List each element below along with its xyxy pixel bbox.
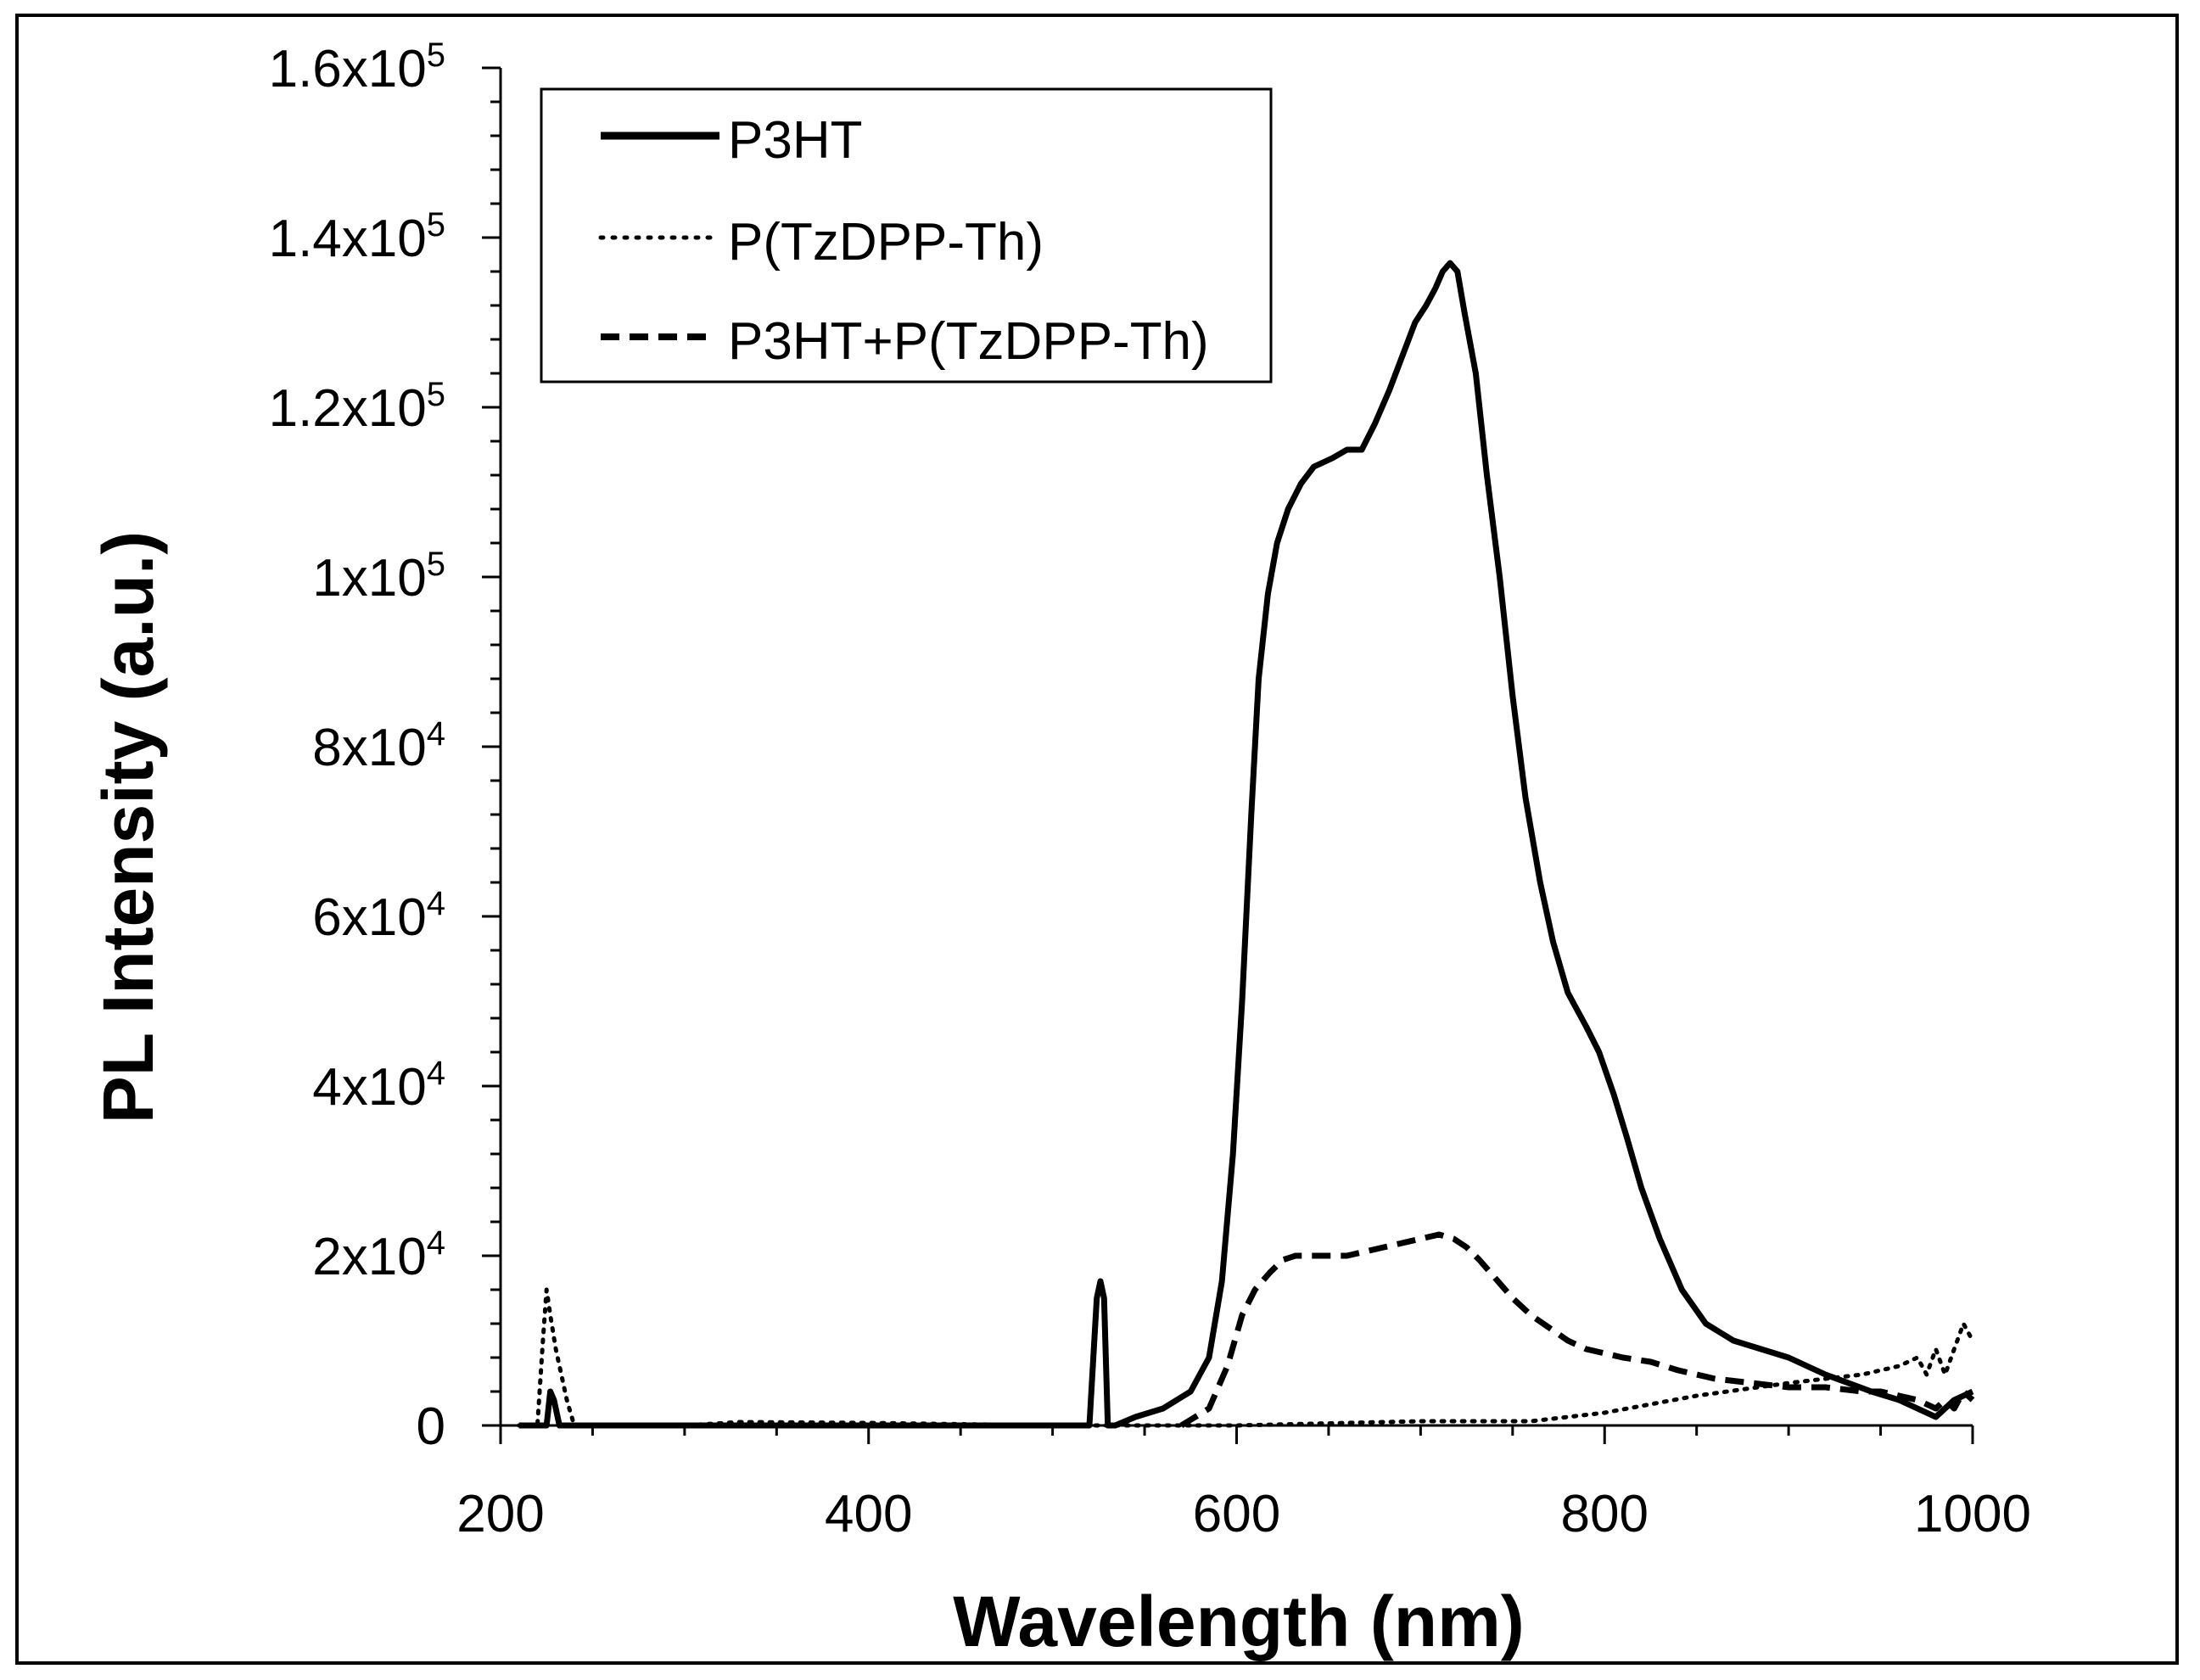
legend-label: P(TzDPP-Th) [728, 213, 1044, 272]
legend: P3HT P(TzDPP-Th) P3HT+P(TzDPP-Th) [540, 87, 1273, 384]
legend-label: P3HT [728, 111, 862, 170]
legend-label: P3HT+P(TzDPP-Th) [728, 312, 1209, 371]
series-line-dashed [1179, 1231, 1975, 1428]
figure-frame [15, 14, 2179, 1665]
y-tick-label: 0 [417, 1397, 445, 1456]
y-tick-label: 6x104 [312, 885, 445, 947]
x-tick-label: 600 [1193, 1485, 1280, 1543]
y-tick-label: 4x104 [312, 1055, 445, 1117]
y-axis-title: PL Intensity (a.u.) [88, 531, 168, 1124]
series-layer [517, 260, 1975, 1429]
x-tick-label: 1000 [1914, 1485, 2031, 1543]
y-tick-label: 8x104 [312, 715, 445, 777]
series-line-dotted [517, 1287, 1975, 1428]
y-tick-label: 1.4x105 [269, 206, 445, 268]
legend-item-blend: P3HT+P(TzDPP-Th) [601, 312, 1209, 371]
series-line-solid [518, 260, 1974, 1429]
legend-item-p3ht: P3HT [601, 111, 862, 170]
x-tick-label: 800 [1561, 1485, 1649, 1543]
x-axis-title: Wavelength (nm) [953, 1582, 1525, 1661]
y-tick-label: 1x105 [312, 546, 445, 608]
legend-item-ptzdpp-th: P(TzDPP-Th) [598, 213, 1044, 272]
x-tick-label: 400 [825, 1485, 912, 1543]
x-tick-label: 200 [456, 1485, 544, 1543]
y-ticks: 0 2x104 4x104 6x104 8x104 1x105 1.2x105 1.4x105… [269, 36, 501, 1456]
y-tick-label: 1.6x105 [269, 36, 445, 98]
y-tick-label: 2x104 [312, 1224, 445, 1286]
y-tick-label: 1.2x105 [269, 376, 445, 438]
x-ticks: 200 400 600 800 1000 [456, 1425, 2031, 1543]
